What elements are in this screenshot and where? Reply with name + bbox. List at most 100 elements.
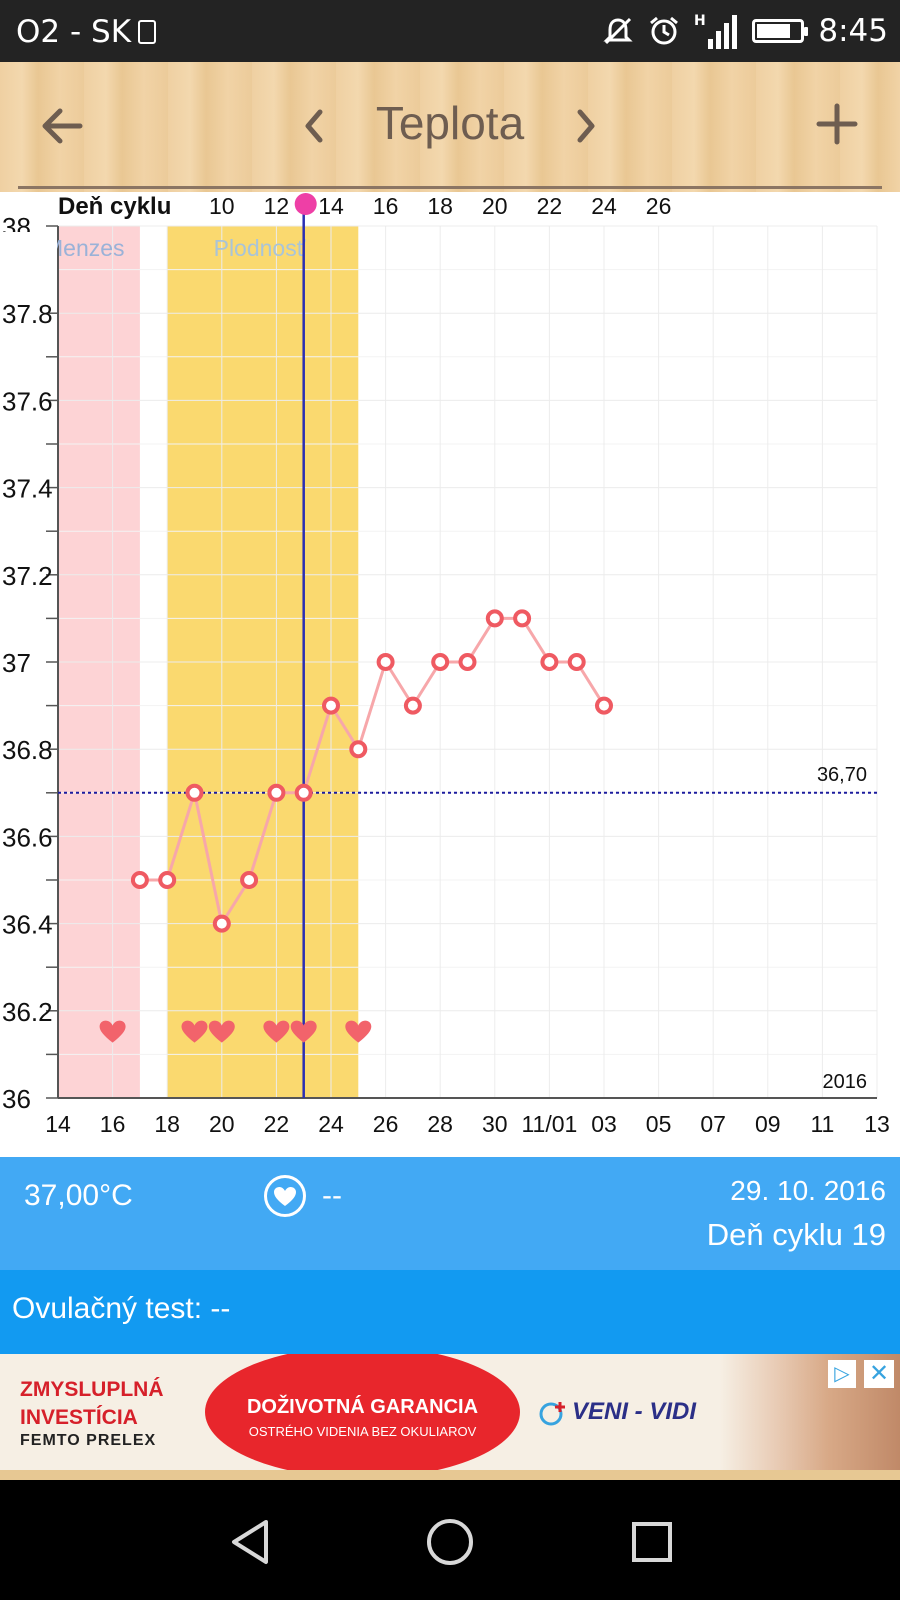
ad-center-headline: DOŽIVOTNÁ GARANCIA xyxy=(246,1396,479,1418)
temperature-point xyxy=(158,871,177,889)
temperature-point xyxy=(485,609,504,628)
cycle-day-tick-label: 16 xyxy=(373,193,399,219)
intercourse-heart-icon xyxy=(345,1020,372,1043)
system-nav-bar xyxy=(0,1480,900,1600)
plus-icon[interactable] xyxy=(815,102,859,146)
y-tick-label: 37.8 xyxy=(2,299,53,329)
ad-left-line3: FEMTO PRELEX xyxy=(20,1432,157,1449)
ad-red-oval xyxy=(205,1354,520,1470)
ad-left-headline: ZMYSLUPLNÁ INVESTÍCIA xyxy=(20,1376,164,1432)
arrow-left-icon[interactable] xyxy=(38,102,86,150)
battery-icon xyxy=(752,19,809,43)
temperature-point xyxy=(294,783,313,802)
sim-card-icon xyxy=(138,20,156,44)
x-date-tick-label: 11/01 xyxy=(521,1111,577,1137)
cycle-day-axis-title: Deň cyklu xyxy=(58,193,171,220)
ovulation-marker xyxy=(294,193,317,215)
adchoices-icon[interactable]: ▷ xyxy=(828,1360,856,1388)
heart-circle-icon xyxy=(264,1175,306,1217)
close-icon[interactable]: ✕ xyxy=(864,1360,894,1388)
page-title: Teplota xyxy=(375,97,525,149)
cycle-day-tick-label: 12 xyxy=(264,193,290,219)
ovulation-test-value: -- xyxy=(210,1292,231,1325)
recents-square-icon[interactable] xyxy=(630,1520,674,1564)
x-date-tick-label: 05 xyxy=(646,1111,672,1137)
status-bar: O2 - SK H 8:45 xyxy=(0,0,900,62)
coverline-label: 36,70 xyxy=(817,764,867,786)
x-date-tick-label: 03 xyxy=(591,1111,617,1137)
y-tick-label: 36.4 xyxy=(2,910,53,940)
intercourse-heart-icon xyxy=(181,1020,208,1043)
temperature-point xyxy=(540,653,559,671)
intercourse-heart-icon xyxy=(208,1020,235,1043)
x-date-tick-label: 22 xyxy=(264,1111,290,1137)
temperature-point xyxy=(130,871,149,889)
back-triangle-icon[interactable] xyxy=(228,1518,272,1566)
cycle-day-tick-label: 22 xyxy=(537,193,563,219)
y-tick-label: 36.2 xyxy=(2,997,53,1027)
y-tick-label: 36.8 xyxy=(2,735,53,765)
temperature-point xyxy=(185,783,204,802)
cycle-day-tick-label: 26 xyxy=(646,193,672,219)
year-label: 2016 xyxy=(823,1071,868,1093)
intercourse-value: -- xyxy=(322,1179,342,1212)
intercourse-heart-icon xyxy=(290,1020,317,1043)
temperature-point xyxy=(458,653,477,671)
network-type-label: H xyxy=(694,13,706,29)
x-date-tick-label: 11 xyxy=(810,1111,834,1137)
temperature-point xyxy=(513,609,532,628)
selected-date: 29. 10. 2016 xyxy=(730,1175,886,1206)
home-circle-icon[interactable] xyxy=(426,1518,474,1566)
alarm-icon xyxy=(650,16,679,45)
clock: 8:45 xyxy=(818,13,888,49)
y-tick-label: 37.6 xyxy=(2,386,53,416)
x-date-tick-label: 26 xyxy=(373,1111,399,1137)
y-tick-label: 37.2 xyxy=(2,561,53,591)
cycle-day-tick-label: 24 xyxy=(591,193,617,219)
temperature-point xyxy=(267,783,286,802)
axis-mask xyxy=(0,232,57,272)
y-tick-label: 36.6 xyxy=(2,822,53,852)
carrier-name: O2 - SK xyxy=(16,14,132,50)
toolbar: Teplota xyxy=(0,62,900,192)
eye-clinic-logo-icon xyxy=(539,1402,565,1426)
cycle-day-tick-label: 10 xyxy=(209,193,235,219)
cycle-day: Deň cyklu 19 xyxy=(706,1217,886,1252)
x-date-tick-label: 30 xyxy=(482,1111,508,1137)
temperature-point xyxy=(240,871,259,889)
temperature-point xyxy=(349,740,368,759)
intercourse-heart-icon xyxy=(99,1020,126,1043)
chevron-left-icon[interactable] xyxy=(300,108,330,144)
ad-left-line2: INVESTÍCIA xyxy=(20,1406,138,1429)
ovulation-test-label: Ovulačný test: -- xyxy=(12,1292,230,1326)
x-date-tick-label: 24 xyxy=(318,1111,344,1137)
temperature-chart[interactable]: 36 36.2 36.4 36.6 36.8 37 37.2 37.4 37.6 37.8 38 14… xyxy=(0,192,900,1157)
chevron-right-icon[interactable] xyxy=(570,108,600,144)
temperature-point xyxy=(567,653,586,671)
ad-center-subline: OSTRÉHO VIDENIA BEZ OKULIAROV xyxy=(248,1424,477,1439)
x-date-tick-label: 09 xyxy=(755,1111,781,1137)
temperature-point xyxy=(431,653,450,671)
x-date-tick-label: 18 xyxy=(154,1111,180,1137)
temperature-point xyxy=(376,653,395,671)
cycle-day-tick-label: 14 xyxy=(318,193,344,219)
cycle-day-tick-label: 18 xyxy=(427,193,453,219)
intercourse-heart-icon xyxy=(263,1020,290,1043)
cycle-day-tick-label: 20 xyxy=(482,193,508,219)
ovulation-test-label-text: Ovulačný test: xyxy=(12,1292,203,1325)
temperature-point xyxy=(403,696,422,715)
signal-icon: H xyxy=(694,13,738,49)
day-info-panel[interactable]: 37,00°C -- 29. 10. 2016 Deň cyklu 19 xyxy=(0,1157,900,1270)
x-date-tick-label: 14 xyxy=(45,1111,71,1137)
y-tick-label: 37.4 xyxy=(2,474,53,504)
x-date-tick-label: 16 xyxy=(100,1111,126,1137)
temperature-point xyxy=(595,696,613,715)
fertile-label: Plodnosť xyxy=(214,235,306,261)
y-tick-label: 37 xyxy=(2,648,31,678)
ad-banner[interactable]: ZMYSLUPLNÁ INVESTÍCIA FEMTO PRELEX DOŽIV… xyxy=(0,1354,900,1470)
temperature-chart-svg[interactable]: 3636.236.436.636.83737.237.437.637.83814… xyxy=(0,192,900,1157)
toolbar-divider xyxy=(18,186,882,189)
ovulation-test-row[interactable]: Ovulačný test: -- xyxy=(0,1270,900,1354)
menses-label: Menzes xyxy=(44,235,125,261)
temperature-point xyxy=(212,914,231,933)
